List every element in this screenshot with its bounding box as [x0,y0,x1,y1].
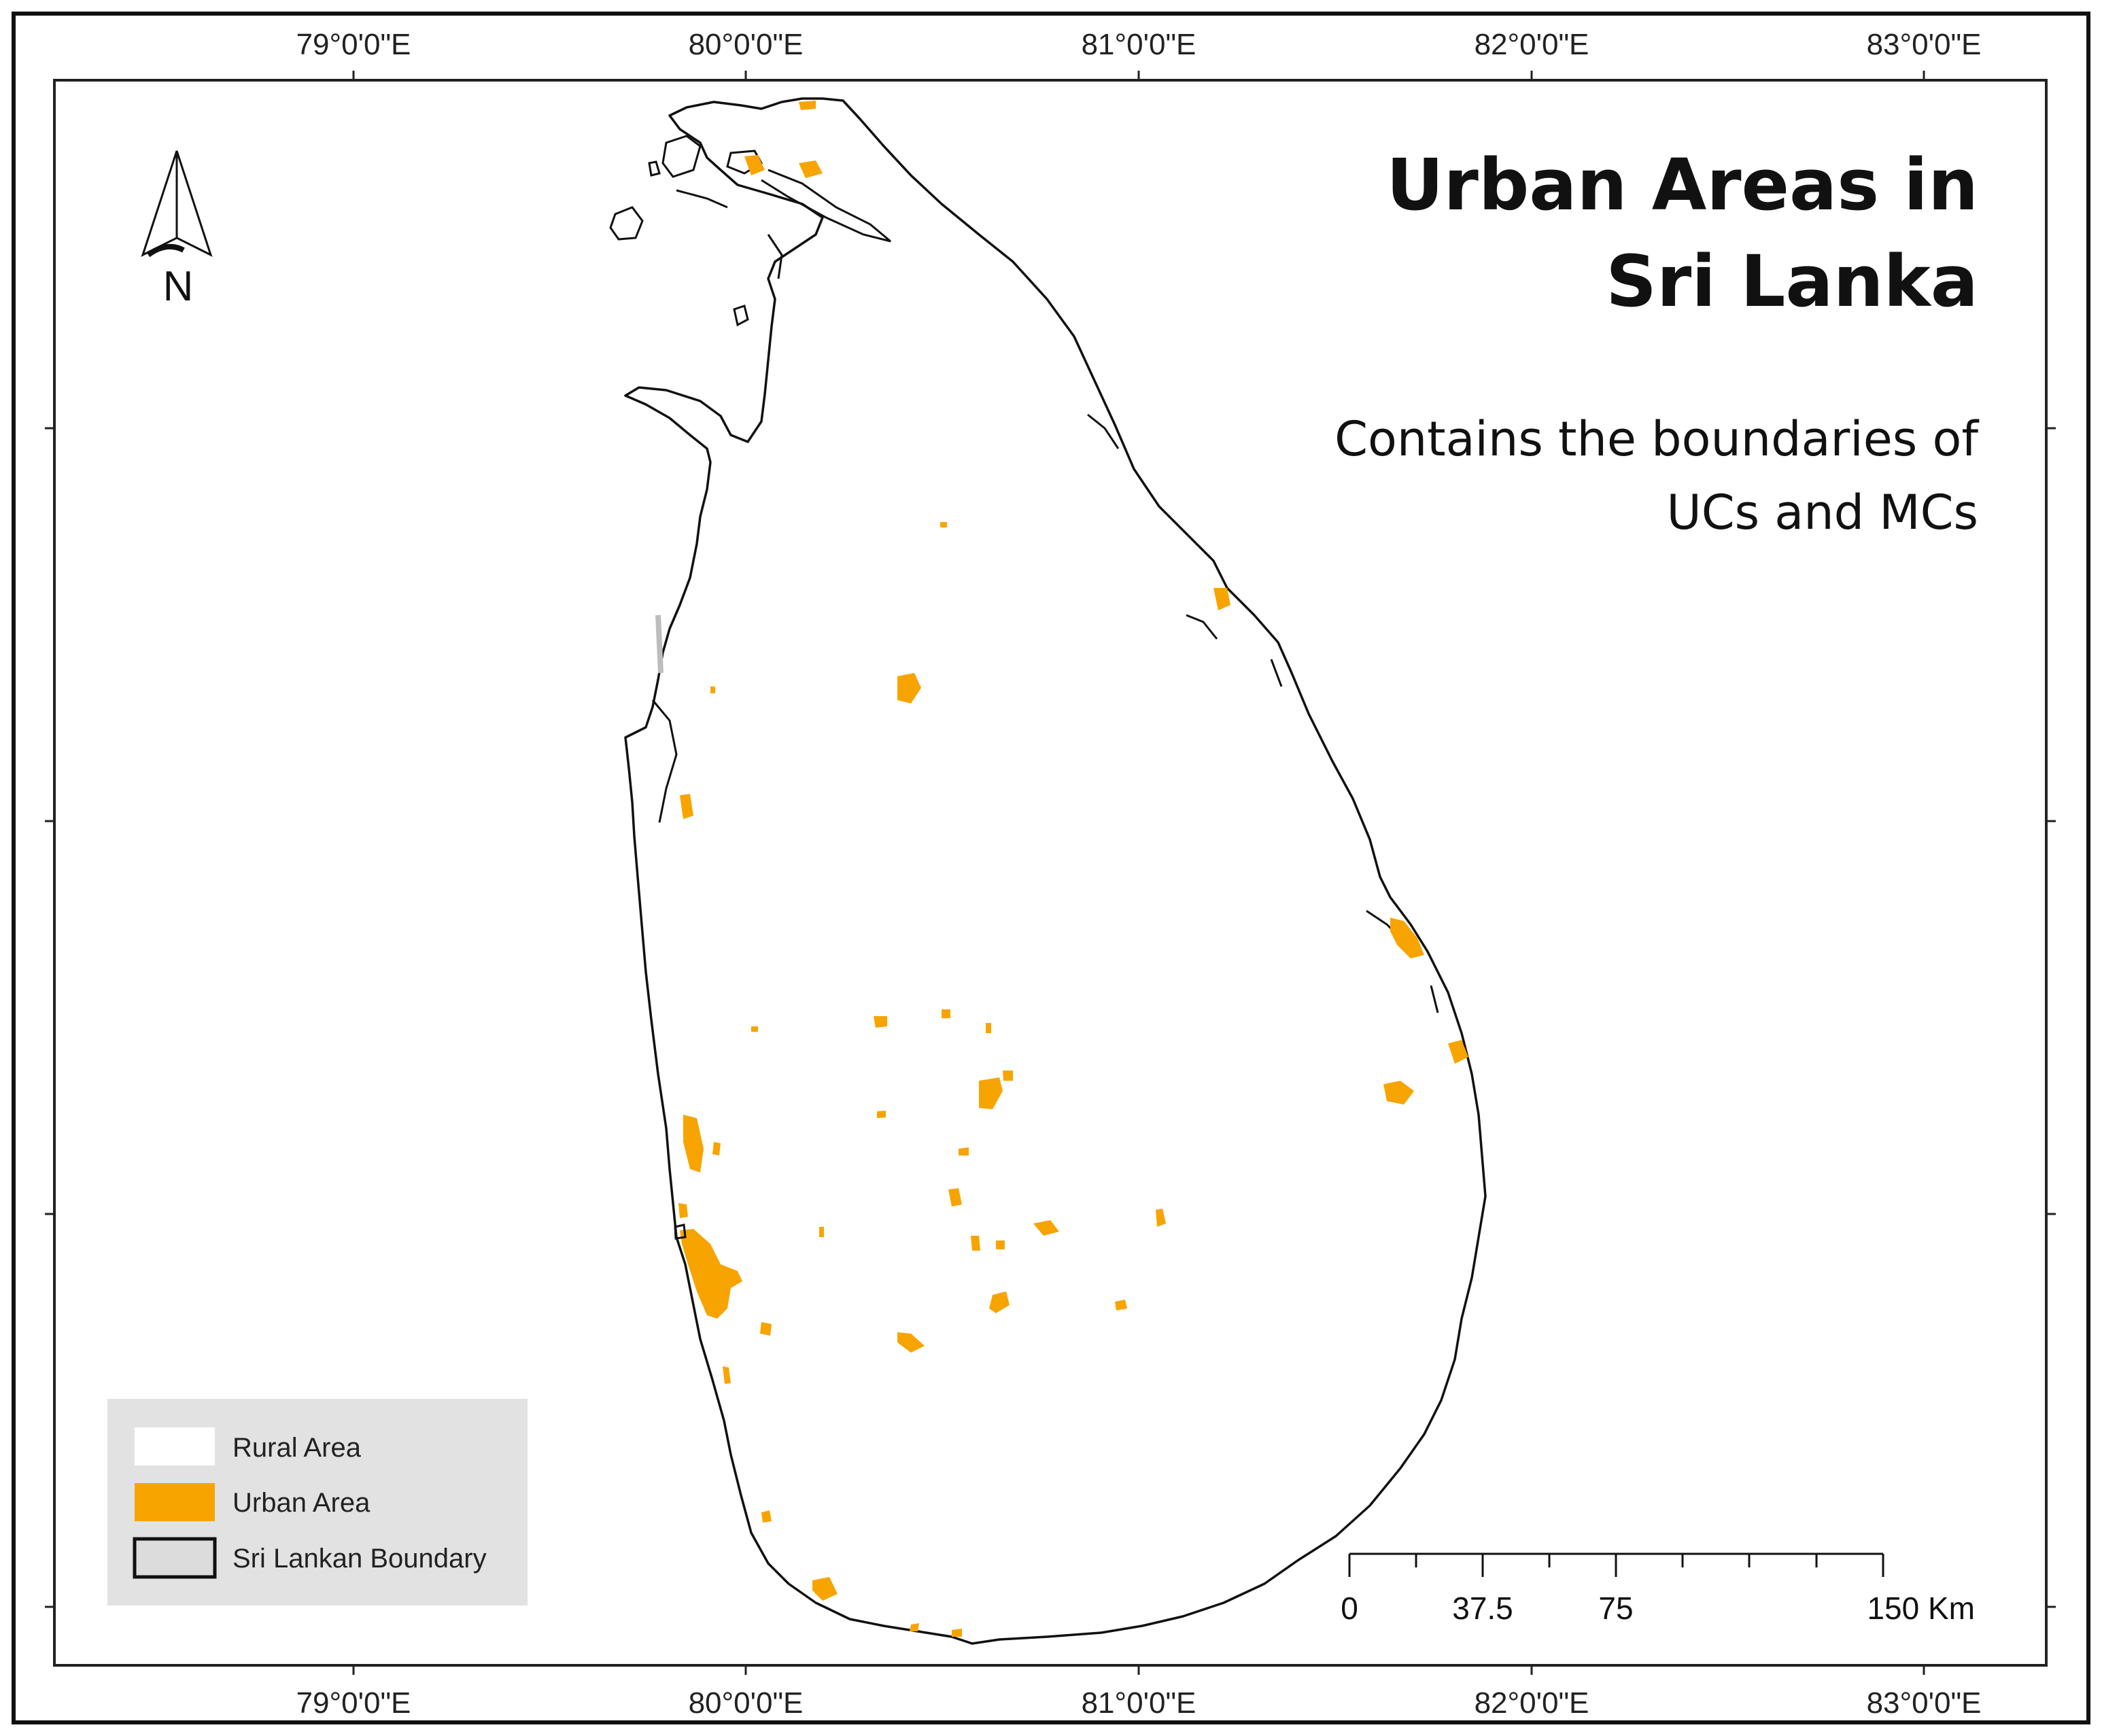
graticule-label-bottom: 80°0'0"E [689,1686,804,1720]
north-arrow: N [141,150,213,310]
urban-area [744,155,765,175]
map-subtitle: Contains the boundaries of UCs and MCs [1334,411,1979,540]
lagoon-lines [651,169,1439,1013]
legend-swatch-boundary [133,1537,217,1579]
urban-area [986,1023,991,1033]
outer-frame [12,12,2090,1724]
scale-label: 75 [1598,1591,1633,1626]
title-line: Urban Areas in [1386,143,1978,226]
urban-area [1003,1071,1013,1081]
urban-area [760,1322,772,1336]
urban-area [959,1147,969,1156]
map-title: Urban Areas in Sri Lanka [1386,143,1978,323]
urban-area [942,1009,950,1018]
urban-area [1383,1081,1414,1105]
urban-area [723,1366,731,1384]
wetland-strip [655,614,664,674]
urban-area [819,1227,824,1237]
urban-area [678,1203,688,1218]
urban-area [910,1623,919,1631]
northern-islands [609,135,763,327]
legend-label-urban: Urban Area [232,1488,371,1518]
graticule-label-bottom: 79°0'0"E [296,1686,411,1720]
urban-area [897,1332,925,1353]
urban-area [897,673,921,704]
urban-area [680,1229,742,1319]
urban-area [1115,1300,1127,1310]
subtitle-line: Contains the boundaries of [1334,411,1979,467]
urban-area [989,1291,1010,1313]
graticule-label-top: 82°0'0"E [1475,28,1589,61]
graticule-label-top: 79°0'0"E [296,28,411,61]
north-label: N [163,263,194,310]
urban-area [680,794,693,819]
legend-swatch-rural [135,1427,215,1465]
urban-area [751,1026,758,1032]
graticule-label-top: 83°0'0"E [1867,28,1982,61]
legend-label-rural: Rural Area [232,1433,362,1463]
urban-area [1033,1220,1059,1236]
colombo-boundary-mark [674,1223,687,1240]
urban-area [712,1142,721,1156]
graticule-label-bottom: 82°0'0"E [1475,1686,1589,1720]
graticule-labels-top: 79°0'0"E 80°0'0"E 81°0'0"E 82°0'0"E 83°0… [296,28,1982,61]
legend-swatch-urban [135,1483,215,1521]
urban-area [979,1077,1003,1109]
subtitle-line: UCs and MCs [1666,485,1978,540]
graticule-label-top: 80°0'0"E [689,28,804,61]
urban-area [761,1510,772,1523]
graticule-ticks [45,71,2056,1675]
urban-area [877,1111,886,1118]
scale-label: 37.5 [1452,1591,1513,1626]
urban-area [799,101,816,110]
sri-lanka-boundary [624,97,1487,1645]
graticule-label-bottom: 81°0'0"E [1082,1686,1196,1720]
urban-area [710,687,715,693]
legend-label-boundary: Sri Lankan Boundary [232,1544,487,1574]
graticule-label-bottom: 83°0'0"E [1867,1686,1982,1720]
urban-area [996,1240,1005,1249]
urban-area [799,160,823,178]
urban-area [940,522,947,527]
urban-area [812,1577,838,1601]
urban-areas-layer [678,101,1468,1637]
scale-label: 150 Km [1867,1591,1975,1626]
urban-area [1448,1040,1468,1064]
graticule-labels-bottom: 79°0'0"E 80°0'0"E 81°0'0"E 82°0'0"E 83°0… [296,1686,1982,1720]
title-line: Sri Lanka [1606,240,1978,323]
urban-area [683,1115,704,1173]
urban-area [952,1629,962,1637]
graticule-label-top: 81°0'0"E [1082,28,1196,61]
scale-bar [1348,1552,1884,1577]
urban-area [874,1016,887,1028]
legend: Rural Area Urban Area Sri Lankan Boundar… [107,1399,528,1605]
scale-label: 0 [1341,1591,1358,1626]
urban-area [1390,918,1424,958]
urban-area [1213,588,1230,610]
urban-area [971,1236,980,1251]
scale-bar-labels: 0 37.5 75 150 Km [1341,1591,1975,1626]
urban-area [1156,1209,1166,1227]
urban-area [948,1188,962,1206]
